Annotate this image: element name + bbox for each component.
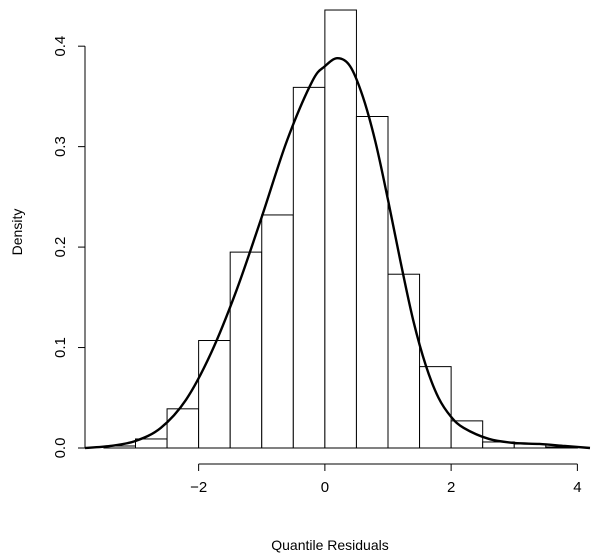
x-tick-label-3: 4 xyxy=(573,479,581,496)
histogram-bar-4 xyxy=(229,251,263,449)
x-tick-label-2: 2 xyxy=(447,479,455,496)
x-tick-label-0: −2 xyxy=(190,479,207,496)
y-tick-label-2: 0.2 xyxy=(52,237,69,258)
histogram-bar-9 xyxy=(387,273,421,449)
density-curve xyxy=(84,57,591,450)
y-tick-label-3: 0.3 xyxy=(52,136,69,157)
histogram-bar-7 xyxy=(324,9,357,449)
histogram-bar-10 xyxy=(419,366,452,449)
y-axis-label: Density xyxy=(9,209,25,256)
x-axis: −2 0 2 4 xyxy=(190,463,582,496)
histogram-bar-6 xyxy=(292,86,326,449)
histogram-bar-3 xyxy=(198,340,231,449)
histogram-bars xyxy=(103,9,578,449)
y-tick-label-0: 0.0 xyxy=(52,438,69,459)
x-axis-ticks: −2 0 2 4 xyxy=(190,464,582,496)
y-tick-label-4: 0.4 xyxy=(52,36,69,57)
y-axis: 0.0 0.1 0.2 0.3 0.4 xyxy=(52,36,86,459)
x-tick-label-1: 0 xyxy=(321,479,329,496)
histogram-bar-2 xyxy=(166,408,200,449)
histogram-bar-5 xyxy=(261,214,294,449)
x-axis-label: Quantile Residuals xyxy=(271,537,389,553)
y-axis-ticks: 0.0 0.1 0.2 0.3 0.4 xyxy=(52,36,85,459)
histogram-bar-8 xyxy=(355,116,389,449)
y-tick-label-1: 0.1 xyxy=(52,337,69,358)
